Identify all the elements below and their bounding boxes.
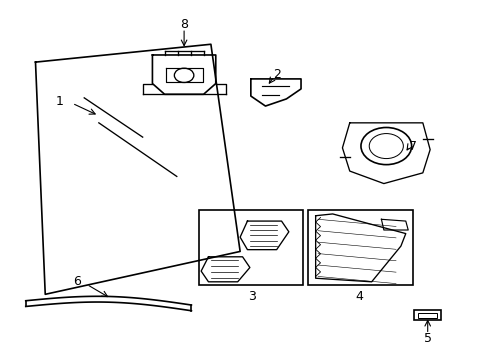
Bar — [199, 210, 303, 285]
Bar — [414, 310, 441, 320]
Text: 5: 5 — [424, 333, 432, 346]
Text: 2: 2 — [273, 68, 281, 81]
Bar — [308, 210, 413, 285]
Text: 4: 4 — [356, 289, 364, 303]
Text: 6: 6 — [73, 275, 81, 288]
Text: 1: 1 — [56, 95, 64, 108]
Bar — [418, 312, 438, 318]
Text: 8: 8 — [180, 18, 188, 31]
Text: 3: 3 — [248, 289, 256, 303]
Text: 7: 7 — [409, 140, 417, 153]
